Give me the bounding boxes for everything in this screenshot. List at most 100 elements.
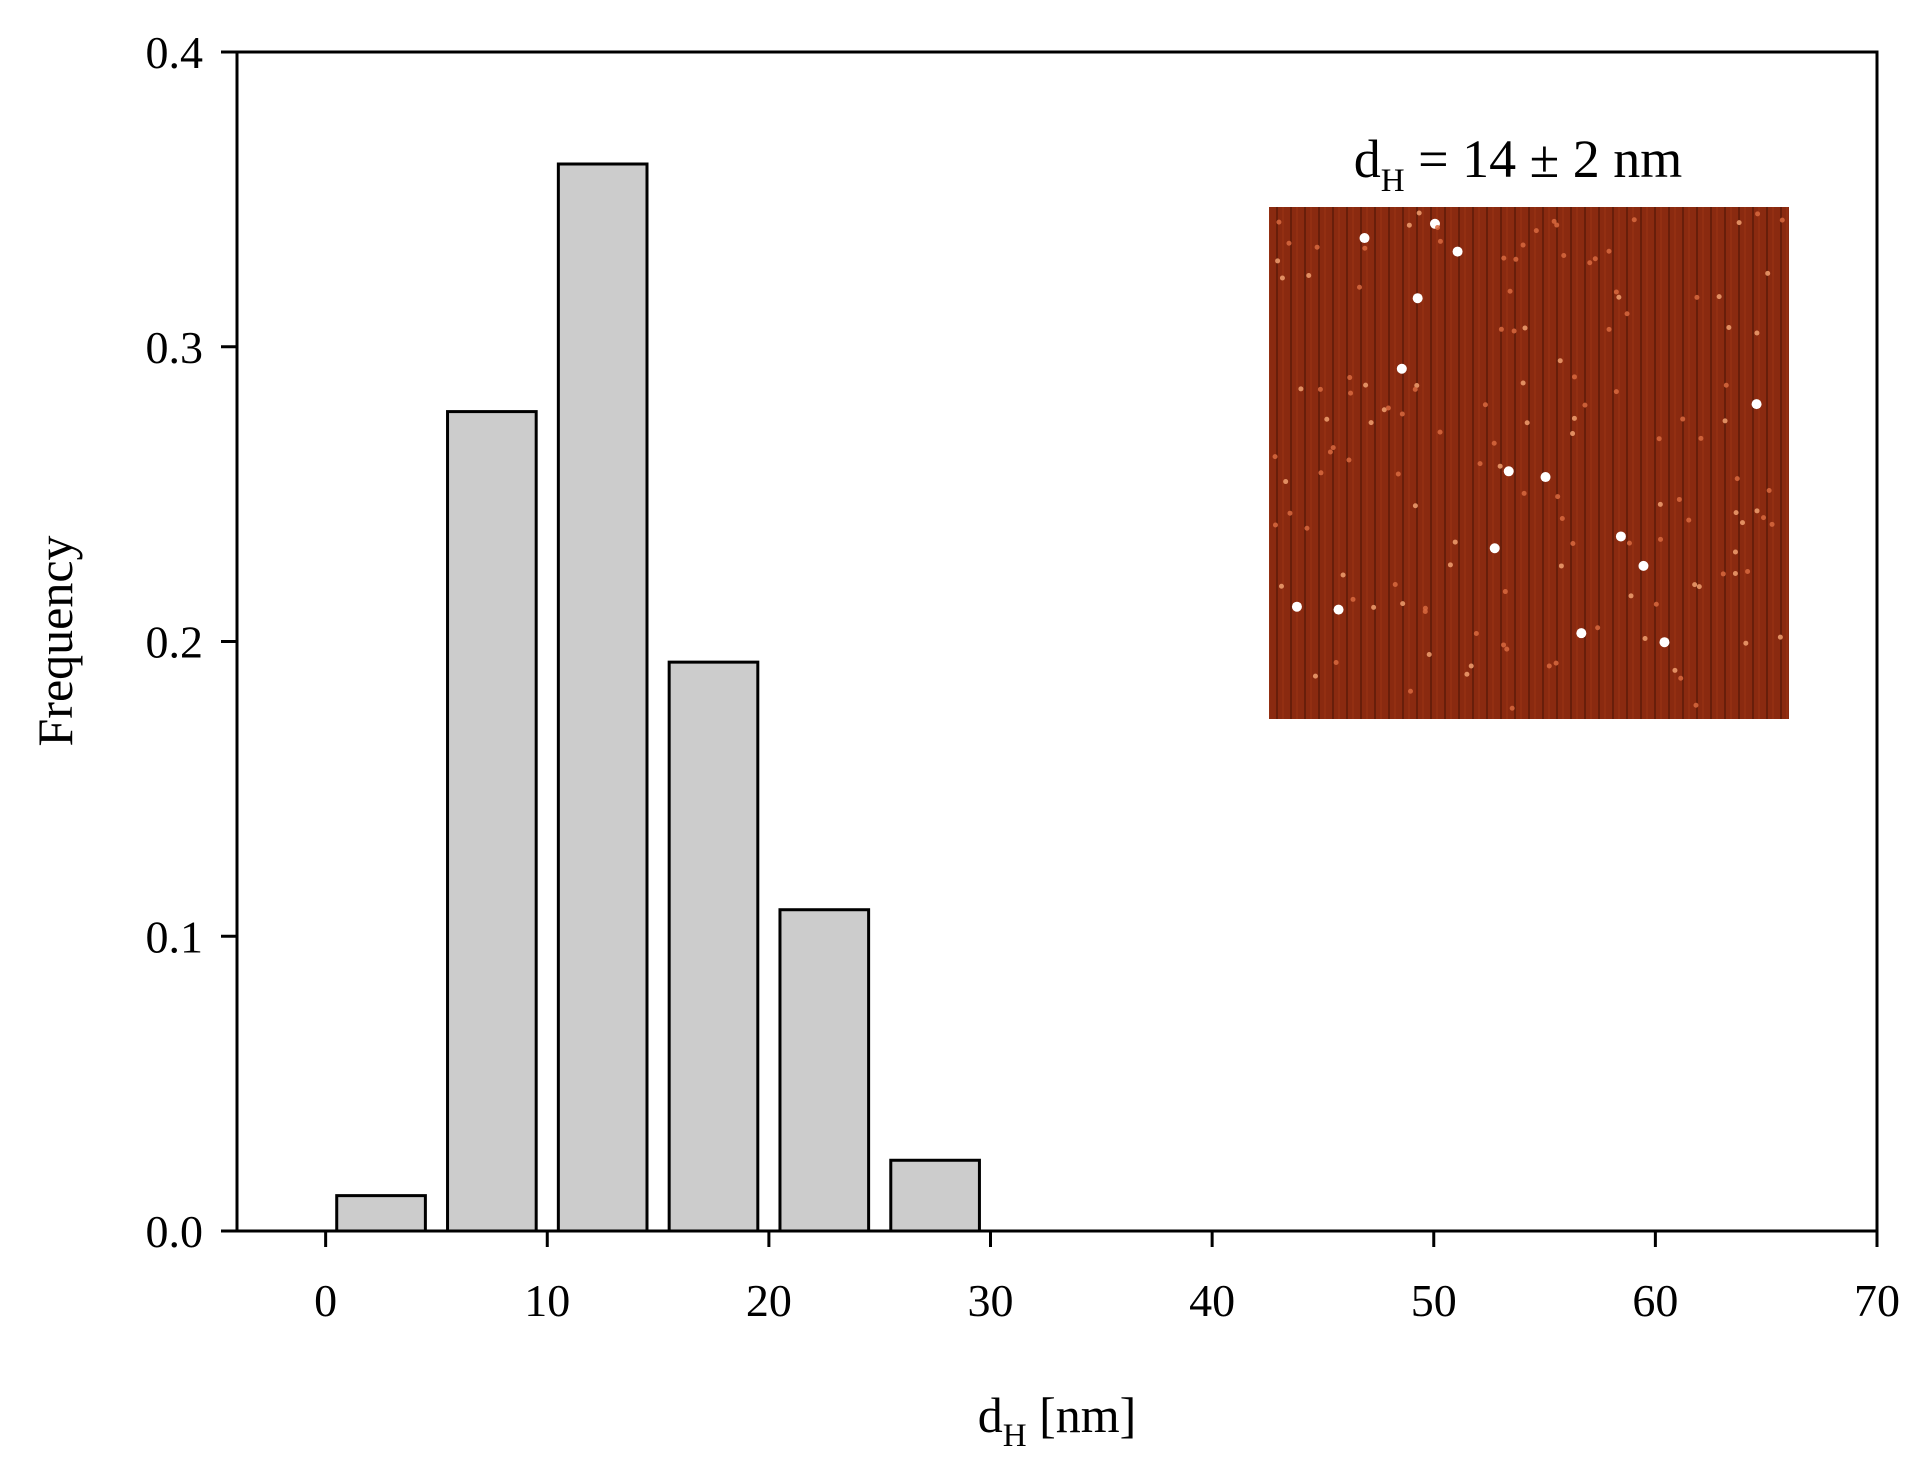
inset-particle bbox=[1368, 420, 1374, 426]
inset-particle bbox=[1298, 386, 1304, 392]
inset-particle bbox=[1359, 233, 1370, 244]
inset-particle bbox=[1726, 325, 1732, 331]
inset-particle bbox=[1412, 293, 1423, 304]
inset-particle bbox=[1520, 380, 1526, 386]
inset-particle bbox=[1766, 487, 1772, 493]
inset-particle bbox=[1592, 256, 1598, 262]
inset-particle bbox=[1381, 407, 1387, 413]
y-axis-title: Frequency bbox=[27, 535, 83, 746]
inset-particle bbox=[1498, 326, 1504, 332]
inset-particle bbox=[1659, 637, 1670, 648]
y-tick-label: 0.0 bbox=[146, 1206, 204, 1257]
mean-diameter-annotation: dH = 14 ± 2 nm bbox=[1354, 129, 1682, 199]
inset-particle bbox=[1407, 688, 1413, 694]
inset-particle bbox=[1452, 539, 1458, 545]
histogram-bar-3 bbox=[556, 162, 649, 1233]
inset-particle bbox=[1692, 582, 1698, 588]
inset-particle bbox=[1732, 571, 1738, 577]
inset-particle bbox=[1347, 375, 1353, 381]
inset-particle bbox=[1734, 476, 1740, 482]
inset-particle bbox=[1287, 510, 1293, 516]
inset-particle bbox=[1561, 253, 1567, 259]
inset-particle bbox=[1511, 328, 1517, 334]
inset-particle bbox=[1509, 705, 1515, 711]
inset-particle bbox=[1324, 416, 1330, 422]
inset-particle bbox=[1348, 390, 1354, 396]
inset-particle bbox=[1412, 386, 1418, 392]
inset-particle bbox=[1291, 601, 1302, 612]
inset-particle bbox=[1304, 525, 1310, 531]
inset-particle bbox=[1464, 671, 1470, 677]
inset-particle bbox=[1553, 660, 1559, 666]
inset-particle bbox=[1720, 571, 1726, 577]
inset-particle bbox=[1473, 630, 1479, 636]
inset-particle bbox=[1733, 510, 1739, 516]
inset-particle bbox=[1755, 211, 1761, 217]
x-tick-label: 20 bbox=[746, 1275, 792, 1326]
inset-particle bbox=[1412, 503, 1418, 509]
inset-particle bbox=[1571, 415, 1577, 421]
inset-particle bbox=[1576, 628, 1587, 639]
inset-particle bbox=[1327, 449, 1333, 455]
inset-particle bbox=[1694, 294, 1700, 300]
inset-particle bbox=[1286, 240, 1292, 246]
inset-particle bbox=[1777, 634, 1783, 640]
inset-particle bbox=[1524, 420, 1530, 426]
inset-particle bbox=[1522, 325, 1528, 331]
inset-particle bbox=[1272, 522, 1278, 528]
inset-particle bbox=[1491, 440, 1497, 446]
inset-particle bbox=[1558, 563, 1564, 569]
histogram-bar-2 bbox=[446, 410, 538, 1233]
inset-particle bbox=[1435, 224, 1441, 230]
inset-particle bbox=[1716, 294, 1722, 300]
inset-particle bbox=[1333, 659, 1339, 665]
inset-particle bbox=[1272, 454, 1278, 460]
inset-particle bbox=[1477, 461, 1483, 467]
inset-particle bbox=[1554, 222, 1560, 228]
inset-particle bbox=[1507, 288, 1513, 294]
inset-particle bbox=[1437, 238, 1443, 244]
x-axis-title: dH [nm] bbox=[978, 1387, 1137, 1454]
inset-particle bbox=[1769, 521, 1775, 527]
inset-particle bbox=[1318, 470, 1324, 476]
inset-particle bbox=[1340, 572, 1346, 578]
inset-particle bbox=[1306, 272, 1312, 278]
inset-particle bbox=[1616, 294, 1622, 300]
inset-particle bbox=[1501, 255, 1507, 261]
inset-particle bbox=[1497, 463, 1503, 469]
inset-particle bbox=[1765, 270, 1771, 276]
inset-particle bbox=[1371, 604, 1377, 610]
inset-particle bbox=[1520, 242, 1526, 248]
inset-particle bbox=[1696, 584, 1702, 590]
histogram-bar-6 bbox=[889, 1158, 981, 1233]
inset-particle bbox=[1732, 549, 1738, 555]
inset-particle bbox=[1570, 540, 1576, 546]
inset-particle bbox=[1437, 429, 1443, 435]
inset-particle bbox=[1653, 601, 1659, 607]
inset-particle bbox=[1678, 675, 1684, 681]
afm-micrograph-inset bbox=[1269, 207, 1789, 719]
inset-particle bbox=[1615, 531, 1626, 542]
inset-particle bbox=[1312, 673, 1318, 679]
inset-particle bbox=[1722, 418, 1728, 424]
histogram-bar-1 bbox=[335, 1194, 427, 1233]
inset-particle bbox=[1504, 646, 1510, 652]
inset-particle bbox=[1452, 246, 1463, 257]
inset-particle bbox=[1754, 330, 1760, 336]
inset-particle bbox=[1283, 479, 1289, 485]
inset-particle bbox=[1362, 245, 1368, 251]
inset-particle bbox=[1414, 383, 1420, 389]
inset-particle bbox=[1658, 536, 1664, 542]
inset-particle bbox=[1513, 256, 1519, 262]
inset-particle bbox=[1656, 436, 1662, 442]
inset-particle bbox=[1587, 260, 1593, 266]
inset-particle bbox=[1693, 702, 1699, 708]
inset-particle bbox=[1400, 601, 1406, 607]
inset-particle bbox=[1624, 311, 1630, 317]
inset-particle bbox=[1502, 589, 1508, 595]
inset-particle bbox=[1698, 435, 1704, 441]
inset-particle bbox=[1642, 636, 1648, 642]
x-tick-label: 60 bbox=[1632, 1275, 1678, 1326]
inset-particle bbox=[1546, 663, 1552, 669]
